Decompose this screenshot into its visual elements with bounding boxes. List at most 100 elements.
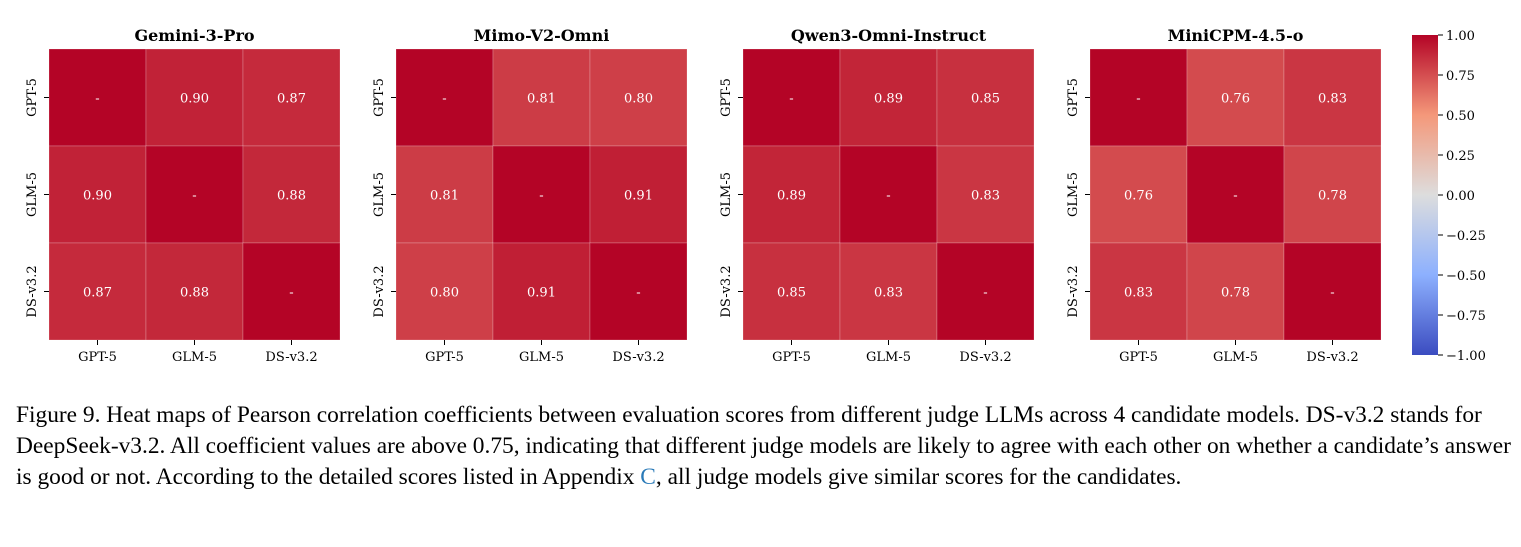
cell-value-label: - xyxy=(983,286,987,301)
y-tick-label: DS-v3.2 xyxy=(372,265,387,317)
panel-title: Mimo-V2-Omni xyxy=(474,26,610,45)
cell-value-label: 0.90 xyxy=(83,189,112,204)
colorbar-tick-label: 0.00 xyxy=(1446,189,1475,204)
heatmap-cell xyxy=(1186,242,1285,341)
cell-value-label: 0.80 xyxy=(430,286,459,301)
cell-value-label: - xyxy=(1136,92,1140,107)
cell-value-label: 0.81 xyxy=(430,189,459,204)
figure-caption: Figure 9. Heat maps of Pearson correlati… xyxy=(16,400,1511,493)
x-tick-label: DS-v3.2 xyxy=(265,350,317,365)
cell-value-label: - xyxy=(636,286,640,301)
heatmap-cell xyxy=(492,48,591,147)
caption-text-after: , all judge models give similar scores f… xyxy=(655,464,1182,490)
appendix-link[interactable]: C xyxy=(640,464,656,490)
x-tick-label: GPT-5 xyxy=(78,350,117,365)
cell-value-label: - xyxy=(789,92,793,107)
heatmap-cell xyxy=(1186,145,1285,244)
heatmap-cell xyxy=(145,145,244,244)
cell-value-label: 0.78 xyxy=(1221,286,1250,301)
heatmap-cell xyxy=(589,48,688,147)
x-tick-label: DS-v3.2 xyxy=(1306,350,1358,365)
cell-value-label: 0.83 xyxy=(874,286,903,301)
cell-value-label: 0.83 xyxy=(1124,286,1153,301)
y-tick-label: GLM-5 xyxy=(25,172,40,217)
x-tick-label: GLM-5 xyxy=(172,350,217,365)
panel-title: Gemini-3-Pro xyxy=(134,26,254,45)
y-tick-label: GLM-5 xyxy=(719,172,734,217)
colorbar-gradient xyxy=(1412,35,1438,355)
y-tick-label: GPT-5 xyxy=(372,78,387,117)
heatmap-cell xyxy=(936,242,1035,341)
heatmap-panel-2: Mimo-V2-Omni - 0.81 0.80 0.81 - 0.91 0.80 0.91 - G… xyxy=(372,26,688,365)
y-tick-label: GLM-5 xyxy=(372,172,387,217)
heatmap-cell xyxy=(1283,145,1382,244)
cell-value-label: 0.91 xyxy=(624,189,653,204)
heatmap-cell xyxy=(589,145,688,244)
y-tick-label: DS-v3.2 xyxy=(1066,265,1081,317)
cell-value-label: 0.89 xyxy=(874,92,903,107)
cell-value-label: - xyxy=(539,189,543,204)
y-tick-label: GPT-5 xyxy=(1066,78,1081,117)
heatmap-cell xyxy=(1283,242,1382,341)
heatmap-cell xyxy=(48,242,147,341)
cell-value-label: - xyxy=(95,92,99,107)
cell-value-label: 0.85 xyxy=(777,286,806,301)
heatmap-panel-3: Qwen3-Omni-Instruct - 0.89 0.85 0.89 - 0.83 0.8… xyxy=(719,26,1035,365)
heatmap-cell xyxy=(48,145,147,244)
heatmap-cell xyxy=(742,48,841,147)
cell-value-label: 0.85 xyxy=(971,92,1000,107)
cell-value-label: 0.87 xyxy=(83,286,112,301)
heatmap-cell xyxy=(839,48,938,147)
colorbar-tick-label: −1.00 xyxy=(1446,349,1486,364)
heatmap-cell xyxy=(492,242,591,341)
cell-value-label: - xyxy=(1330,286,1334,301)
y-tick-label: GPT-5 xyxy=(719,78,734,117)
colorbar-tick-label: 0.50 xyxy=(1446,109,1475,124)
cell-value-label: 0.83 xyxy=(1318,92,1347,107)
y-tick-label: GLM-5 xyxy=(1066,172,1081,217)
cell-value-label: 0.88 xyxy=(277,189,306,204)
cell-value-label: - xyxy=(886,189,890,204)
heatmap-panel-4: MiniCPM-4.5-o - 0.76 0.83 0.76 - 0.78 0.83 0.78 -… xyxy=(1066,26,1382,365)
heatmap-cell xyxy=(242,145,341,244)
panel-title: Qwen3-Omni-Instruct xyxy=(791,26,987,45)
cell-value-label: 0.83 xyxy=(971,189,1000,204)
colorbar-tick-label: −0.75 xyxy=(1446,309,1486,324)
cell-value-label: 0.91 xyxy=(527,286,556,301)
x-tick-label: GPT-5 xyxy=(425,350,464,365)
x-tick-label: GLM-5 xyxy=(1213,350,1258,365)
cell-value-label: - xyxy=(1233,189,1237,204)
heatmap-cell xyxy=(395,145,494,244)
heatmap-cell xyxy=(936,145,1035,244)
heatmap-panel-1: Gemini-3-Pro - 0.90 0.87 0.90 - 0.88 0.87 0.88 - G… xyxy=(25,26,341,365)
colorbar-tick-label: 0.75 xyxy=(1446,69,1475,84)
colorbar-tick-label: −0.50 xyxy=(1446,269,1486,284)
colorbar-tick-label: 1.00 xyxy=(1446,29,1475,44)
x-tick-label: GPT-5 xyxy=(1119,350,1158,365)
cell-value-label: 0.87 xyxy=(277,92,306,107)
cell-value-label: - xyxy=(192,189,196,204)
colorbar: 1.00 0.75 0.50 0.25 0.00 −0.25 −0.50 −0.75 −1.00 xyxy=(1412,29,1486,364)
heatmap-figure: Gemini-3-Pro - 0.90 0.87 0.90 - 0.88 0.87 0.88 - G… xyxy=(25,26,1486,365)
caption-text-before: Figure 9. Heat maps of Pearson correlati… xyxy=(16,402,1511,490)
x-tick-label: GLM-5 xyxy=(519,350,564,365)
y-tick-label: DS-v3.2 xyxy=(25,265,40,317)
y-tick-label: DS-v3.2 xyxy=(719,265,734,317)
heatmap-cell xyxy=(1089,242,1188,341)
heatmap-cell xyxy=(242,48,341,147)
cell-value-label: 0.80 xyxy=(624,92,653,107)
cell-value-label: 0.90 xyxy=(180,92,209,107)
heatmap-cell xyxy=(48,48,147,147)
heatmap-cell xyxy=(839,145,938,244)
colorbar-tick-label: −0.25 xyxy=(1446,229,1486,244)
cell-value-label: - xyxy=(289,286,293,301)
cell-value-label: 0.89 xyxy=(777,189,806,204)
cell-value-label: 0.81 xyxy=(527,92,556,107)
cell-value-label: 0.88 xyxy=(180,286,209,301)
heatmap-cell xyxy=(589,242,688,341)
cell-value-label: - xyxy=(442,92,446,107)
cell-value-label: 0.76 xyxy=(1124,189,1153,204)
y-tick-label: GPT-5 xyxy=(25,78,40,117)
x-tick-label: DS-v3.2 xyxy=(959,350,1011,365)
colorbar-tick-label: 0.25 xyxy=(1446,149,1475,164)
